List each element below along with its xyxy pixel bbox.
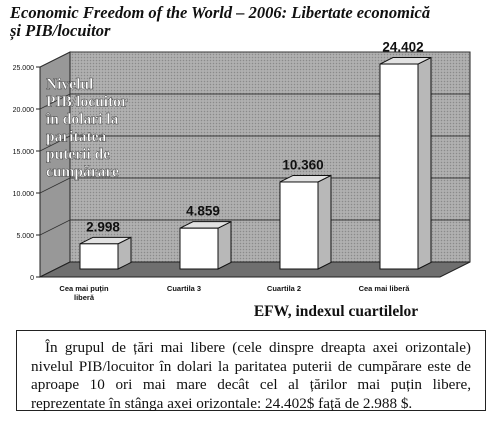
y-tick-label: 25.000 (13, 65, 35, 72)
gridline-side (39, 135, 71, 152)
gridline-side (39, 93, 71, 110)
y-label-line: Nivelul (46, 76, 94, 93)
data-label: 2.998 (86, 219, 120, 234)
x-tick-label: Cea mai liberă (359, 284, 411, 293)
bar-chart: 0 5.000 10.000 15.000 20.000 25.000 2.998 4.85… (13, 40, 471, 320)
y-label-line: cumpărare (46, 164, 119, 181)
y-axis: 0 5.000 10.000 15.000 20.000 25.000 (13, 65, 40, 282)
bar (79, 243, 119, 270)
caption-text: În grupul de țări mai libere (cele dinsp… (31, 339, 471, 412)
gridline-side (39, 177, 71, 194)
bar-group: 4.859 (179, 204, 232, 270)
data-label: 10.360 (282, 157, 323, 172)
bar (279, 181, 319, 270)
bar-group: 24.402 (379, 40, 432, 270)
chart-title-line-1: Economic Freedom of the World – 2006: Li… (10, 3, 431, 22)
y-tick-label: 20.000 (13, 107, 35, 114)
gridline-side (39, 51, 71, 68)
x-tick-label: Cea mai puțin (59, 284, 109, 293)
y-label-line: PIB/locuitor (46, 94, 128, 111)
y-label-line: puterii de (46, 146, 110, 163)
bar-side (417, 56, 432, 270)
x-tick-label: Cuartila 3 (167, 284, 201, 293)
bar-group: 10.360 (279, 157, 332, 270)
bar (179, 227, 219, 270)
bars: 2.998 4.859 10.360 24.402 (79, 40, 432, 270)
data-label: 4.859 (186, 204, 220, 219)
x-tick-label: liberă (74, 293, 95, 302)
y-label-line: în dolari la (45, 111, 119, 128)
y-tick-label: 10.000 (13, 191, 35, 198)
chart-title-line-2: și PIB/locuitor (10, 21, 111, 40)
bar-side (217, 220, 232, 270)
x-tick-label: Cuartila 2 (267, 284, 301, 293)
data-label: 24.402 (382, 40, 423, 55)
gridline-side (39, 219, 71, 236)
chart-title: Economic Freedom of the World – 2006: Li… (10, 4, 494, 40)
floor (39, 261, 471, 278)
y-label-line: paritatea (46, 129, 107, 146)
bar (379, 63, 419, 270)
bar-group: 2.998 (79, 219, 132, 270)
y-tick-label: 0 (30, 275, 34, 282)
y-tick-label: 5.000 (16, 233, 34, 240)
y-tick-label: 15.000 (13, 149, 35, 156)
bar-side (317, 174, 332, 270)
caption-box: În grupul de țări mai libere (cele dinsp… (16, 330, 486, 412)
x-axis-label: EFW, indexul cuartilelor (254, 303, 418, 320)
